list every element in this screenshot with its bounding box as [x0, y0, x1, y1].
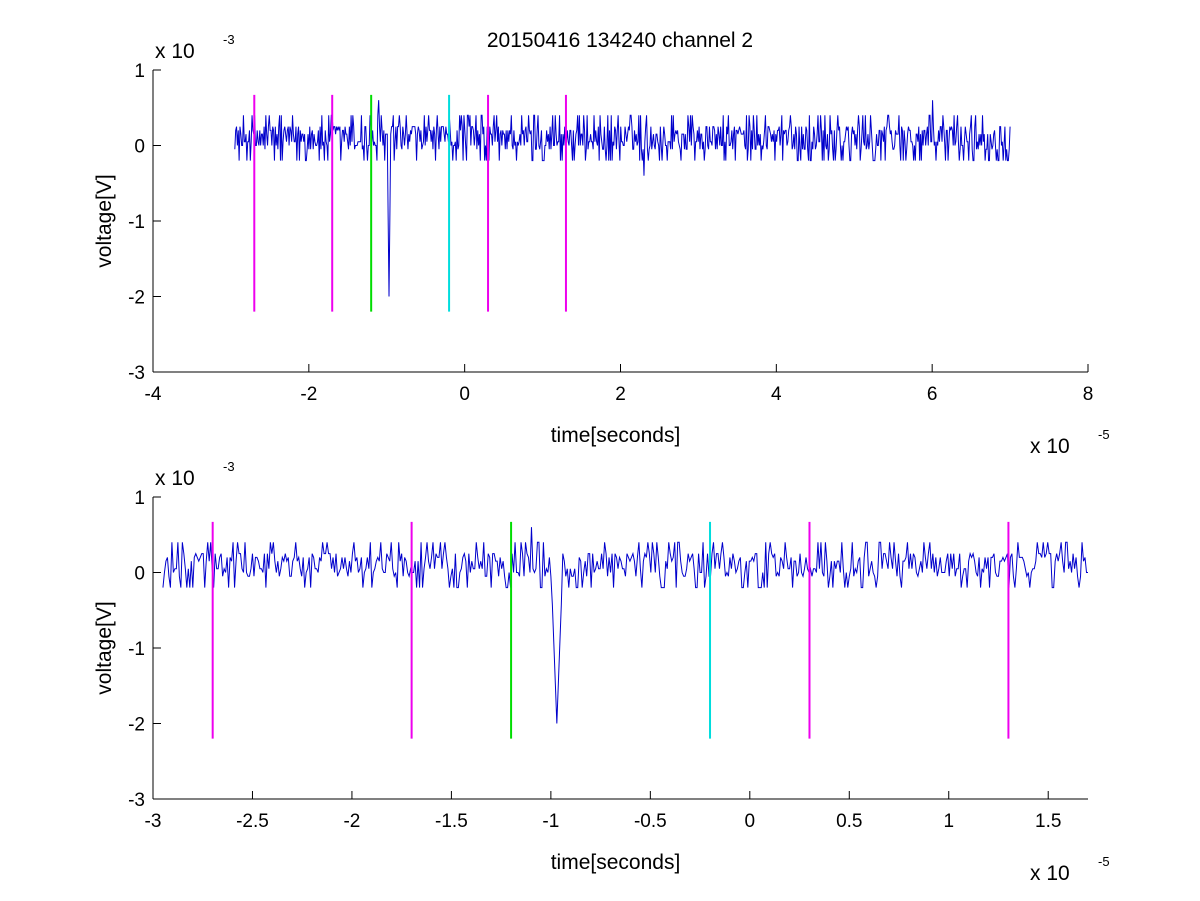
- top-plot: -4 -2 0 2 4 6 8 -3 -2 -1 0 1 time[seconds] voltage[V]…: [93, 32, 1110, 458]
- y-axis-label: voltage[V]: [93, 174, 116, 267]
- y-exponent-label: x 10: [155, 40, 195, 63]
- x-axis-label: time[seconds]: [551, 851, 681, 874]
- y-tick-label: -3: [128, 790, 145, 811]
- x-tick-label: -1: [542, 811, 559, 832]
- y-axis-label: voltage[V]: [93, 601, 116, 694]
- x-tick-label: -3: [145, 811, 162, 832]
- figure-title: 20150416 134240 channel 2: [487, 29, 753, 52]
- x-exponent-label: x 10: [1030, 435, 1070, 458]
- x-tick-label: -2.5: [236, 811, 269, 832]
- x-tick-label: -2: [300, 384, 317, 405]
- x-tick-label: 1.5: [1035, 811, 1061, 832]
- y-tick-label: 0: [134, 564, 145, 585]
- signal-trace: [162, 527, 1088, 724]
- x-tick-label: 8: [1083, 384, 1094, 405]
- y-exponent-power: -3: [223, 459, 235, 474]
- x-tick-label: -1.5: [435, 811, 468, 832]
- y-tick-label: 0: [134, 137, 145, 158]
- x-tick-label: -2: [343, 811, 360, 832]
- y-tick-label: 1: [134, 61, 145, 82]
- y-tick-label: -1: [128, 212, 145, 233]
- y-tick-label: -2: [128, 715, 145, 736]
- y-exponent-power: -3: [223, 32, 235, 47]
- x-tick-label: -4: [145, 384, 162, 405]
- y-tick-label: -2: [128, 288, 145, 309]
- x-tick-label: 6: [927, 384, 938, 405]
- bottom-plot: -3 -2.5 -2 -1.5 -1 -0.5 0 0.5 1 1.5 -3 -2 -1 0 1 time[s…: [93, 459, 1110, 885]
- x-tick-label: 0: [459, 384, 470, 405]
- x-exponent-power: -5: [1098, 854, 1110, 869]
- y-tick-label: -3: [128, 363, 145, 384]
- x-axis-label: time[seconds]: [551, 424, 681, 447]
- x-tick-label: 1: [943, 811, 954, 832]
- y-exponent-label: x 10: [155, 467, 195, 490]
- x-tick-label: 0: [745, 811, 756, 832]
- x-exponent-power: -5: [1098, 427, 1110, 442]
- signal-trace: [234, 100, 1011, 297]
- y-tick-label: 1: [134, 488, 145, 509]
- y-tick-label: -1: [128, 639, 145, 660]
- x-tick-label: 4: [771, 384, 782, 405]
- x-tick-label: 0.5: [836, 811, 862, 832]
- x-tick-label: 2: [615, 384, 626, 405]
- x-tick-label: -0.5: [634, 811, 667, 832]
- x-exponent-label: x 10: [1030, 862, 1070, 885]
